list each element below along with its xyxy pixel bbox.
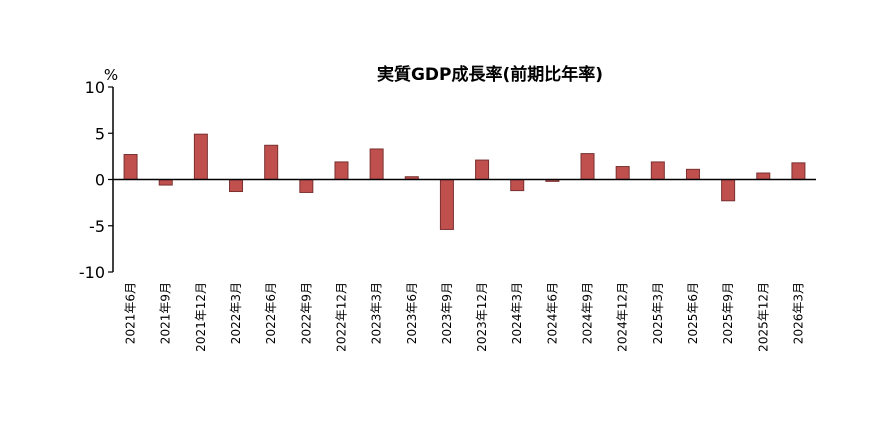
bar-2022年3月 [229, 179, 244, 193]
x-tick-label: 2025年6月 [686, 282, 700, 344]
x-tick-label: 2024年9月 [581, 282, 595, 344]
bar-2022年6月 [264, 144, 279, 180]
bar-2023年3月 [369, 148, 384, 181]
bar-2025年3月 [650, 161, 665, 181]
bar-2022年9月 [299, 179, 314, 193]
y-tick-label: 0 [95, 171, 105, 190]
x-tick-label: 2022年9月 [299, 282, 313, 344]
x-tick-label: 2024年6月 [545, 282, 559, 344]
x-tick-label: 2021年9月 [159, 282, 173, 344]
x-tick-label: 2025年12月 [756, 282, 770, 352]
bar-2025年6月 [685, 168, 700, 180]
bar-2021年6月 [123, 154, 138, 180]
x-tick-label: 2025年3月 [651, 282, 665, 344]
bar-2022年12月 [334, 161, 349, 181]
x-tick-label: 2023年3月 [370, 282, 384, 344]
bar-2024年12月 [615, 166, 630, 181]
x-tick-label: 2022年6月 [264, 282, 278, 344]
bar-2021年12月 [193, 133, 208, 181]
x-tick-label: 2024年12月 [616, 282, 630, 352]
bar-2024年3月 [510, 179, 525, 192]
x-tick-label: 2023年9月 [440, 282, 454, 344]
chart-title: 実質GDP成長率(前期比年率) [377, 64, 603, 85]
x-tick-label: 2021年12月 [194, 282, 208, 352]
bar-2021年9月 [158, 179, 173, 186]
y-tick-label: -10 [79, 263, 105, 282]
bar-2026年3月 [791, 162, 806, 181]
bar-2025年9月 [721, 179, 736, 202]
x-tick-label: 2022年3月 [229, 282, 243, 344]
y-tick-label: -5 [89, 217, 105, 236]
x-tick-label: 2023年12月 [475, 282, 489, 352]
bar-2024年9月 [580, 153, 595, 181]
bar-2023年12月 [475, 159, 490, 180]
x-axis-tick-labels: 2021年6月 2021年9月 2021年12月 2022年3月 2022年6月 2022… [124, 282, 806, 352]
bar-series [123, 133, 806, 230]
y-tick-label: 5 [95, 124, 105, 143]
x-tick-label: 2022年12月 [334, 282, 348, 352]
x-tick-label: 2023年6月 [405, 282, 419, 344]
x-tick-label: 2025年9月 [721, 282, 735, 344]
y-tick-label: 10 [85, 78, 105, 97]
y-axis: 10 5 0 -5 -10 [79, 78, 114, 282]
x-tick-label: 2024年3月 [510, 282, 524, 344]
y-axis-unit-label: % [104, 66, 118, 84]
bar-2023年9月 [439, 179, 454, 230]
x-tick-label: 2026年3月 [791, 282, 805, 344]
x-tick-label: 2021年6月 [124, 282, 138, 344]
bar-2025年12月 [756, 172, 771, 180]
